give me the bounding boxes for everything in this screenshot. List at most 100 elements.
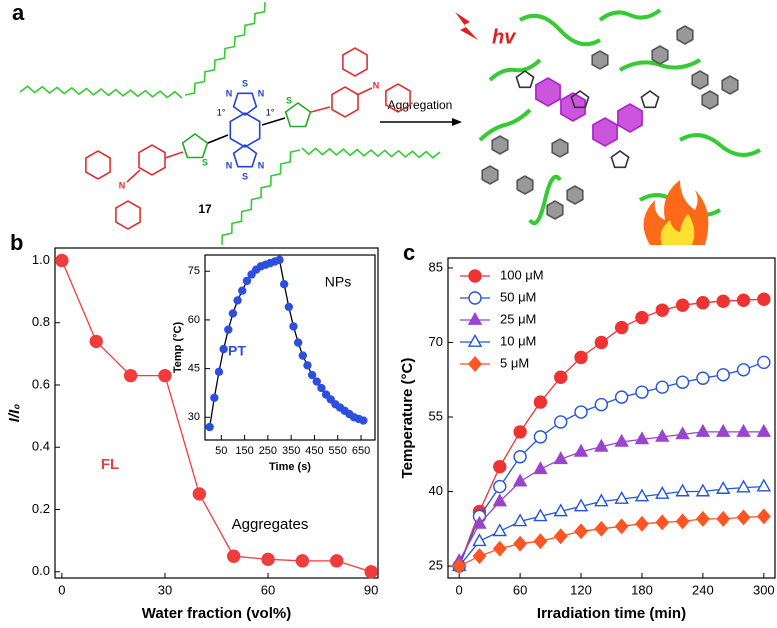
legend-marker (468, 269, 482, 283)
bond (310, 106, 331, 113)
marker (553, 503, 568, 517)
legend-label: 100 μM (500, 267, 544, 282)
y-tick-label: 0.4 (32, 439, 50, 454)
x-tick-label: 150 (235, 445, 253, 457)
phenyl-ring (676, 25, 694, 45)
marker (533, 533, 548, 550)
thiophene-ring (515, 70, 535, 89)
x-tick-label: 60 (261, 582, 275, 597)
marker (472, 548, 487, 565)
bond (126, 169, 141, 183)
marker (452, 558, 467, 575)
core-ring (592, 117, 618, 147)
marker (594, 520, 609, 537)
panel-label: b (10, 230, 23, 255)
y-tick-label: 1.0 (32, 252, 50, 267)
panel-label: c (403, 240, 415, 265)
x-tick-label: 450 (305, 445, 323, 457)
marker (261, 552, 275, 567)
core-ring (617, 103, 643, 133)
y-tick-label: 70 (429, 334, 443, 349)
marker (634, 488, 650, 502)
marker (275, 255, 284, 265)
marker (512, 473, 528, 487)
atom-label: N (373, 80, 380, 90)
marker (533, 395, 548, 409)
thiadiazole-ring (232, 144, 258, 168)
legend-label: 5 μM (500, 355, 529, 370)
atom-label: N (258, 88, 265, 98)
marker (614, 320, 629, 335)
annotation: Aggregates (232, 516, 309, 533)
marker (574, 405, 588, 419)
marker (655, 514, 670, 531)
marker (736, 423, 751, 437)
x-tick-label: 50 (215, 445, 227, 457)
marker (238, 286, 247, 295)
core-ring (560, 92, 586, 122)
x-tick-label: 250 (259, 445, 277, 457)
phenyl-ring (342, 47, 368, 77)
y-tick-label: 45 (188, 363, 200, 375)
marker (312, 377, 321, 386)
marker (321, 390, 331, 399)
y-tick-label: 60 (188, 314, 200, 326)
y-tick-label: 0.2 (32, 501, 50, 516)
alkyl-chain (528, 174, 562, 226)
plot-frame (447, 257, 776, 579)
marker (675, 513, 690, 530)
marker (594, 438, 609, 452)
marker (303, 361, 312, 370)
marker (614, 390, 629, 404)
bond (207, 134, 229, 144)
marker (655, 380, 669, 394)
alkyl-chain (478, 108, 532, 142)
atom-label: N (119, 180, 126, 190)
atom-label: N (258, 160, 265, 170)
marker (594, 397, 609, 412)
y-tick-label: 0.0 (32, 563, 50, 578)
alkyl-chain (678, 133, 762, 157)
phenyl-ring (546, 200, 564, 220)
x-tick-label: 180 (631, 582, 653, 597)
y-tick-label: 55 (429, 408, 443, 423)
marker (55, 253, 69, 268)
marker (513, 425, 527, 439)
x-axis-label: Time (s) (269, 461, 311, 473)
marker (513, 450, 527, 464)
y-tick-label: 30 (188, 411, 200, 423)
marker (224, 325, 233, 334)
marker (634, 431, 650, 445)
marker (226, 549, 241, 563)
annotation: PT (228, 343, 246, 359)
y-tick-label: 25 (429, 558, 443, 573)
marker (192, 487, 207, 501)
legend-label: 10 μM (500, 333, 536, 348)
phenyl-ring (481, 165, 499, 185)
marker (293, 338, 303, 347)
marker (326, 395, 335, 404)
data-line (458, 431, 764, 562)
bond (261, 117, 286, 126)
marker (716, 481, 731, 494)
y-tick-label: 40 (429, 483, 443, 498)
y-tick-label: 0.6 (32, 376, 50, 391)
y-axis-label: Temperature (°C) (399, 358, 416, 479)
light-label: hv (492, 26, 517, 48)
marker (716, 510, 731, 527)
atom-label: S (286, 95, 292, 105)
marker (716, 294, 730, 308)
marker (493, 459, 507, 474)
phenyl-ring (701, 90, 719, 110)
marker (210, 393, 219, 403)
marker (553, 451, 568, 465)
marker (492, 493, 507, 507)
x-axis-label: Water fraction (vol%) (142, 605, 291, 622)
x-tick-label: 0 (58, 582, 65, 597)
atom-label: S (242, 171, 248, 181)
marker (289, 322, 298, 331)
marker (573, 498, 589, 512)
marker (614, 518, 629, 535)
marker (635, 515, 649, 532)
